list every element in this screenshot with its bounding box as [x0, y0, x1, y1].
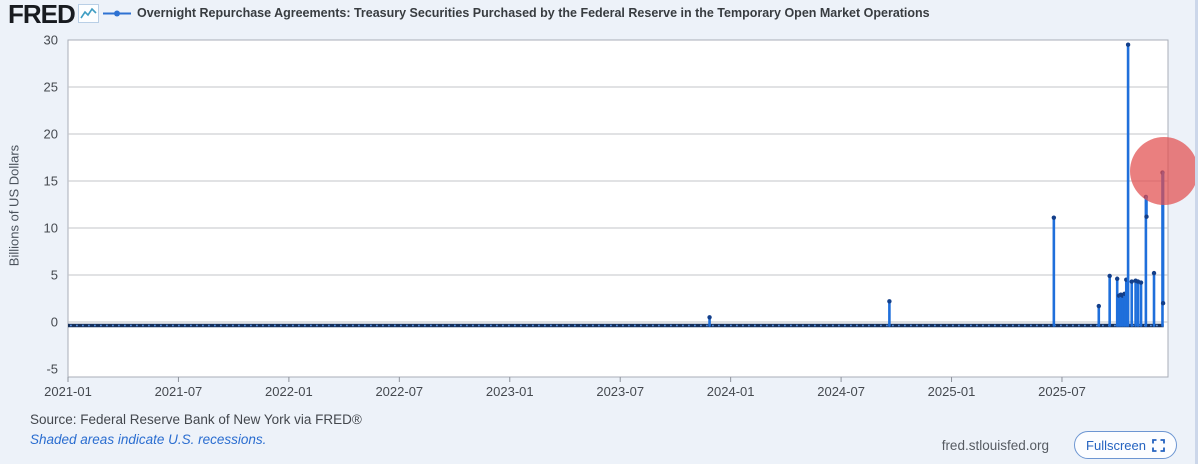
x-tick-label: 2025-07 [1038, 384, 1086, 399]
y-tick-label: 0 [51, 315, 58, 330]
y-tick-label: 5 [51, 268, 58, 283]
spike-marker [1051, 215, 1057, 220]
y-tick-label: 20 [44, 127, 58, 142]
spike-marker [707, 315, 712, 320]
spike-marker [1144, 214, 1149, 219]
x-tick-label: 2021-07 [155, 384, 203, 399]
fullscreen-label: Fullscreen [1086, 437, 1146, 453]
x-tick-label: 2024-07 [817, 384, 865, 399]
legend-line-marker [103, 10, 131, 17]
x-tick-label: 2024-01 [707, 384, 755, 399]
legend-series-label: Overnight Repurchase Agreements: Treasur… [137, 6, 930, 20]
click-highlight-circle [1130, 137, 1195, 205]
y-tick-label: 15 [44, 174, 58, 189]
sparkline-icon [78, 4, 99, 23]
spike-marker [1160, 301, 1166, 306]
x-tick-label: 2022-01 [265, 384, 313, 399]
spike-marker [1096, 303, 1101, 309]
spike-marker [1138, 280, 1144, 285]
spike-marker [1114, 276, 1120, 281]
x-tick-label: 2021-01 [44, 384, 92, 399]
spike-marker [1129, 279, 1134, 284]
x-tick-label: 2023-07 [596, 384, 644, 399]
fullscreen-expand-icon [1152, 438, 1165, 452]
source-text: Source: Federal Reserve Bank of New York… [30, 412, 362, 427]
recessions-note-link[interactable]: Shaded areas indicate U.S. recessions. [30, 432, 267, 447]
spike-marker [887, 299, 892, 304]
spike-marker [1107, 273, 1112, 279]
site-url: fred.stlouisfed.org [941, 438, 1049, 453]
x-tick-label: 2022-07 [375, 384, 423, 399]
x-tick-label: 2023-01 [486, 384, 534, 399]
x-tick-label: 2025-01 [928, 384, 976, 399]
y-tick-label: 25 [44, 80, 58, 95]
spike-marker [1125, 42, 1131, 47]
y-tick-label: 10 [44, 221, 58, 236]
fred-logo[interactable]: FRED [8, 0, 76, 29]
plot-rect [67, 39, 1169, 378]
chart-header: FRED Overnight Repurchase Agreements: Tr… [0, 0, 1195, 29]
fullscreen-button[interactable]: Fullscreen [1074, 431, 1177, 459]
y-tick-label: 30 [44, 33, 58, 48]
spike-marker [1151, 270, 1157, 276]
y-tick-label: -5 [46, 362, 58, 377]
